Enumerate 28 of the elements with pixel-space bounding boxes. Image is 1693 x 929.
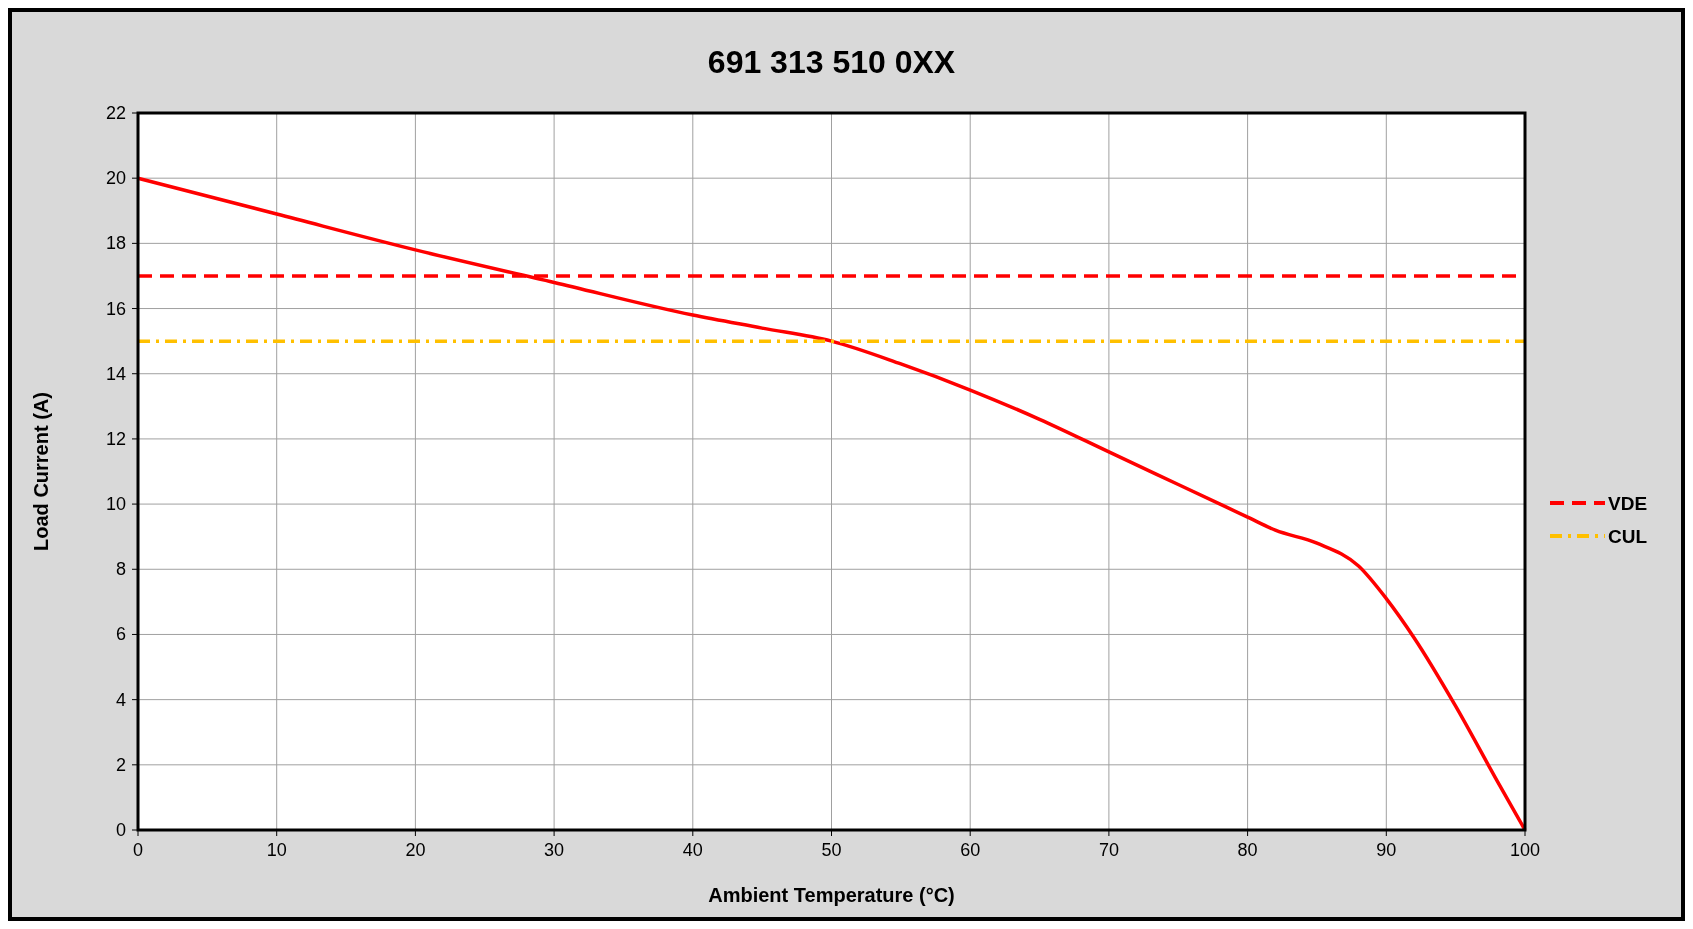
y-tick-label: 0 — [115, 820, 126, 840]
y-tick-label: 18 — [105, 233, 126, 254]
chart-title: 691 313 510 0XX — [707, 44, 956, 80]
x-tick-label: 40 — [682, 840, 703, 860]
x-tick-label: 20 — [405, 840, 426, 860]
x-tick-label: 80 — [1237, 840, 1258, 860]
legend-label: CUL — [1608, 526, 1648, 547]
x-axis-title: Ambient Temperature (°C) — [708, 884, 955, 906]
y-tick-label: 22 — [105, 103, 126, 123]
y-tick-label: 2 — [115, 754, 126, 775]
y-tick-label: 14 — [105, 363, 126, 384]
x-tick-label: 10 — [266, 840, 287, 860]
x-tick-label: 50 — [821, 840, 842, 860]
x-tick-label: 30 — [544, 840, 565, 860]
x-tick-label: 100 — [1509, 840, 1541, 860]
x-tick-label: 60 — [960, 840, 981, 860]
y-tick-label: 20 — [105, 168, 126, 189]
y-axis-title: Load Current (A) — [30, 392, 52, 551]
y-tick-label: 16 — [105, 298, 126, 319]
y-tick-label: 10 — [105, 494, 126, 515]
legend-label: VDE — [1608, 493, 1648, 514]
x-tick-label: 70 — [1098, 840, 1119, 860]
y-tick-label: 8 — [115, 559, 126, 580]
y-tick-label: 6 — [115, 624, 126, 645]
y-tick-label: 12 — [105, 428, 126, 449]
x-tick-label: 90 — [1376, 840, 1397, 860]
y-tick-label: 4 — [115, 689, 126, 710]
x-tick-label: 0 — [132, 840, 144, 860]
